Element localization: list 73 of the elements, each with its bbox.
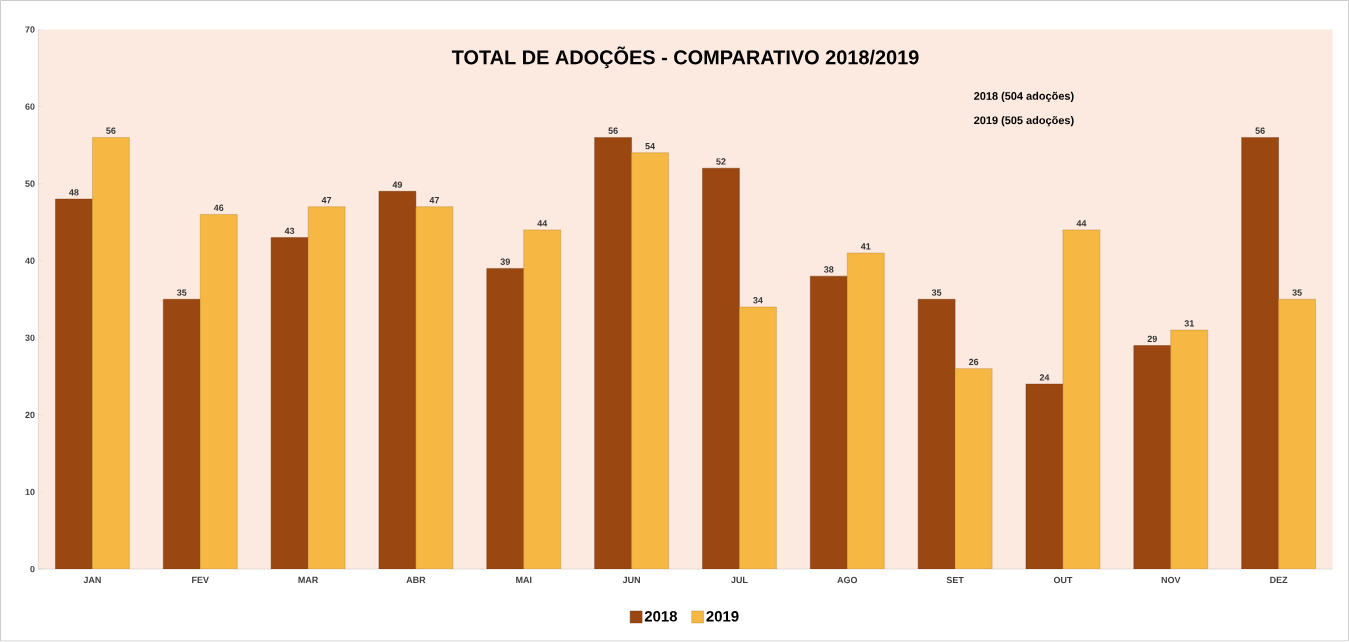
y-tick-label: 50: [25, 180, 35, 188]
data-label: 35: [176, 289, 187, 296]
bar: [378, 191, 417, 570]
legend-label: 2018: [644, 611, 678, 622]
y-tick-label: 40: [25, 257, 35, 265]
text: TOTAL DE ADOÇÕES - COMPARATIVO 2018/2019: [451, 46, 919, 69]
bar: [954, 368, 993, 570]
data-label: 35: [931, 289, 942, 296]
bar: [200, 214, 238, 570]
bar: [523, 229, 561, 570]
x-tick-label: JUN: [622, 577, 640, 584]
bar: [702, 168, 740, 570]
data-label: 56: [608, 127, 618, 135]
data-label: 41: [860, 243, 871, 250]
data-label: 48: [69, 189, 79, 196]
legend-label: 2019: [706, 611, 739, 622]
data-label: 44: [1076, 220, 1087, 227]
bar: [810, 276, 848, 570]
data-label: 56: [1255, 127, 1265, 135]
data-label: 54: [645, 143, 656, 150]
data-label: 44: [537, 220, 548, 227]
data-label: 31: [1184, 320, 1194, 327]
data-label: 38: [824, 266, 834, 273]
annotation: 2018 (504 adoções): [974, 92, 1074, 103]
data-label: 47: [429, 197, 439, 204]
bar: [1133, 345, 1171, 570]
data-label: 52: [716, 158, 726, 165]
bar: [270, 237, 309, 570]
bar: [486, 268, 524, 570]
data-label: 26: [968, 359, 979, 366]
x-tick-label: JUL: [731, 577, 748, 584]
x-tick-label: ABR: [406, 577, 426, 584]
bar: [1278, 299, 1316, 570]
bar: [847, 253, 885, 570]
bar: [739, 307, 777, 570]
data-label: 24: [1039, 374, 1050, 381]
data-label: 34: [753, 297, 763, 304]
y-tick-label: 10: [25, 489, 35, 496]
x-tick-label: MAI: [516, 577, 532, 584]
y-tick-label: 70: [25, 26, 35, 33]
y-tick-label: 0: [30, 566, 35, 573]
data-label: 46: [213, 204, 224, 212]
data-label: 56: [106, 127, 116, 135]
y-tick-label: 60: [25, 103, 35, 110]
bar: [92, 137, 130, 570]
x-tick-label: SET: [946, 577, 964, 584]
y-tick-label: 20: [25, 411, 35, 419]
data-label: 35: [1292, 289, 1302, 296]
bar: [163, 299, 201, 570]
data-label: 43: [284, 227, 295, 235]
bar: [1170, 330, 1208, 570]
annotation: 2019 (505 adoções): [974, 116, 1074, 127]
bar: [1241, 137, 1279, 570]
bar: [594, 137, 632, 570]
data-label: 47: [321, 197, 332, 204]
x-tick-label: JAN: [83, 577, 101, 584]
x-tick-label: MAR: [298, 577, 319, 584]
x-tick-label: OUT: [1053, 577, 1073, 584]
bar: [917, 299, 956, 570]
bar: [1025, 384, 1064, 570]
data-label: 29: [1147, 335, 1157, 343]
data-label: 39: [500, 258, 510, 266]
y-tick-label: 30: [25, 334, 35, 342]
bar: [307, 206, 346, 570]
bar: [1062, 229, 1101, 570]
x-tick-label: DEZ: [1270, 577, 1288, 584]
x-tick-label: AGO: [837, 577, 858, 584]
bar: [55, 199, 93, 570]
x-tick-label: FEV: [192, 577, 209, 584]
data-label: 49: [392, 181, 403, 189]
bar: [631, 152, 669, 570]
x-tick-label: NOV: [1161, 577, 1181, 584]
bar: [415, 206, 454, 570]
